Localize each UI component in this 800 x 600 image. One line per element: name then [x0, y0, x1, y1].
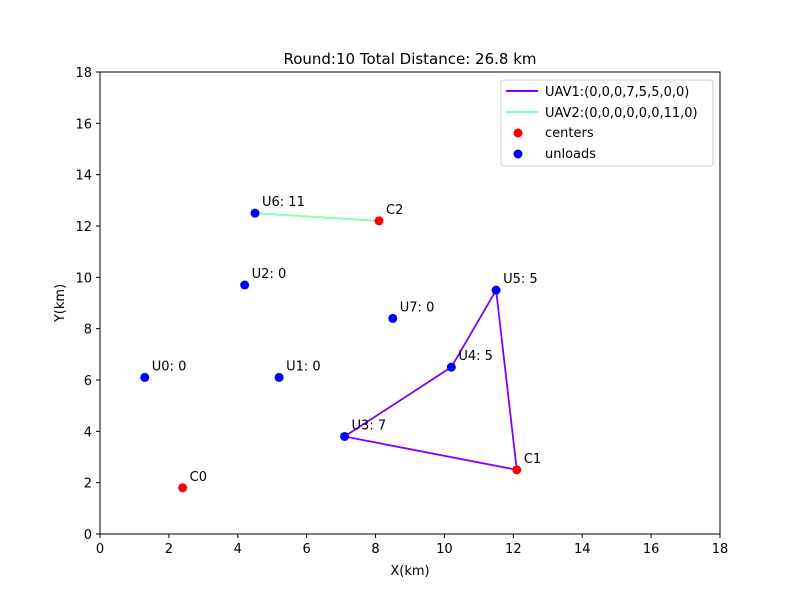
- x-tick-label: 6: [303, 542, 311, 557]
- unload-label: U4: 5: [458, 349, 493, 364]
- y-tick-label: 8: [84, 323, 92, 338]
- y-axis-ticks: 0 2 4 6 8 10 12 14 16 18: [75, 66, 100, 543]
- plot-frame: [99, 71, 721, 535]
- y-tick-label: 0: [84, 528, 92, 543]
- y-axis-label: Y(km): [53, 284, 68, 323]
- unload-point: [274, 372, 284, 382]
- y-tick-label: 2: [84, 477, 92, 492]
- points-layer: [140, 208, 522, 493]
- unload-point: [340, 431, 350, 441]
- legend-label-uav2: UAV2:(0,0,0,0,0,0,11,0): [545, 106, 698, 121]
- y-tick-label: 6: [84, 374, 92, 389]
- unload-point: [446, 362, 456, 372]
- x-tick-label: 12: [505, 542, 522, 557]
- unload-point: [388, 313, 398, 323]
- y-tick-label: 16: [75, 117, 92, 132]
- x-tick-label: 10: [436, 542, 453, 557]
- center-point: [178, 483, 188, 493]
- x-axis-label: X(km): [390, 564, 429, 579]
- x-tick-label: 8: [371, 542, 379, 557]
- center-point: [512, 465, 522, 475]
- legend-swatch-unloads: [513, 149, 523, 159]
- unload-label: U7: 0: [400, 300, 435, 315]
- center-point: [374, 216, 384, 226]
- unload-label: U2: 0: [252, 267, 287, 282]
- legend-swatch-centers: [513, 128, 523, 138]
- x-tick-label: 0: [96, 542, 104, 557]
- y-tick-label: 10: [75, 271, 92, 286]
- legend-label-uav1: UAV1:(0,0,0,7,5,5,0,0): [545, 85, 689, 100]
- unload-point: [140, 372, 150, 382]
- route-line-uav2: [254, 212, 380, 222]
- y-tick-label: 4: [84, 425, 92, 440]
- x-axis-ticks: 0 2 4 6 8 10 12 14 16 18: [96, 534, 728, 557]
- unload-label: U5: 5: [503, 272, 538, 287]
- legend-label-centers: centers: [545, 126, 594, 141]
- point-labels-layer: U0: 0 U1: 0 U2: 0 U3: 7 U4: 5 U5: 5 U6: 11 U7: …: [152, 195, 541, 485]
- center-label: C0: [190, 470, 207, 485]
- unload-label: U3: 7: [352, 418, 387, 433]
- x-tick-label: 4: [234, 542, 242, 557]
- legend-box: [500, 79, 714, 167]
- chart-title: Round:10 Total Distance: 26.8 km: [283, 50, 536, 68]
- y-tick-label: 12: [75, 220, 92, 235]
- unload-label: U6: 11: [262, 195, 305, 210]
- unload-label: U0: 0: [152, 359, 187, 374]
- unload-label: U1: 0: [286, 359, 321, 374]
- center-label: C1: [524, 452, 541, 467]
- unload-point: [250, 208, 260, 218]
- legend: UAV1:(0,0,0,7,5,5,0,0) UAV2:(0,0,0,0,0,0…: [500, 79, 714, 167]
- y-tick-label: 14: [75, 169, 92, 184]
- legend-label-unloads: unloads: [545, 147, 596, 162]
- x-tick-label: 18: [712, 542, 729, 557]
- unload-point: [240, 280, 250, 290]
- x-tick-label: 16: [643, 542, 660, 557]
- x-tick-label: 14: [574, 542, 591, 557]
- center-label: C2: [386, 203, 403, 218]
- unload-point: [491, 285, 501, 295]
- x-tick-label: 2: [165, 542, 173, 557]
- y-tick-label: 18: [75, 66, 92, 81]
